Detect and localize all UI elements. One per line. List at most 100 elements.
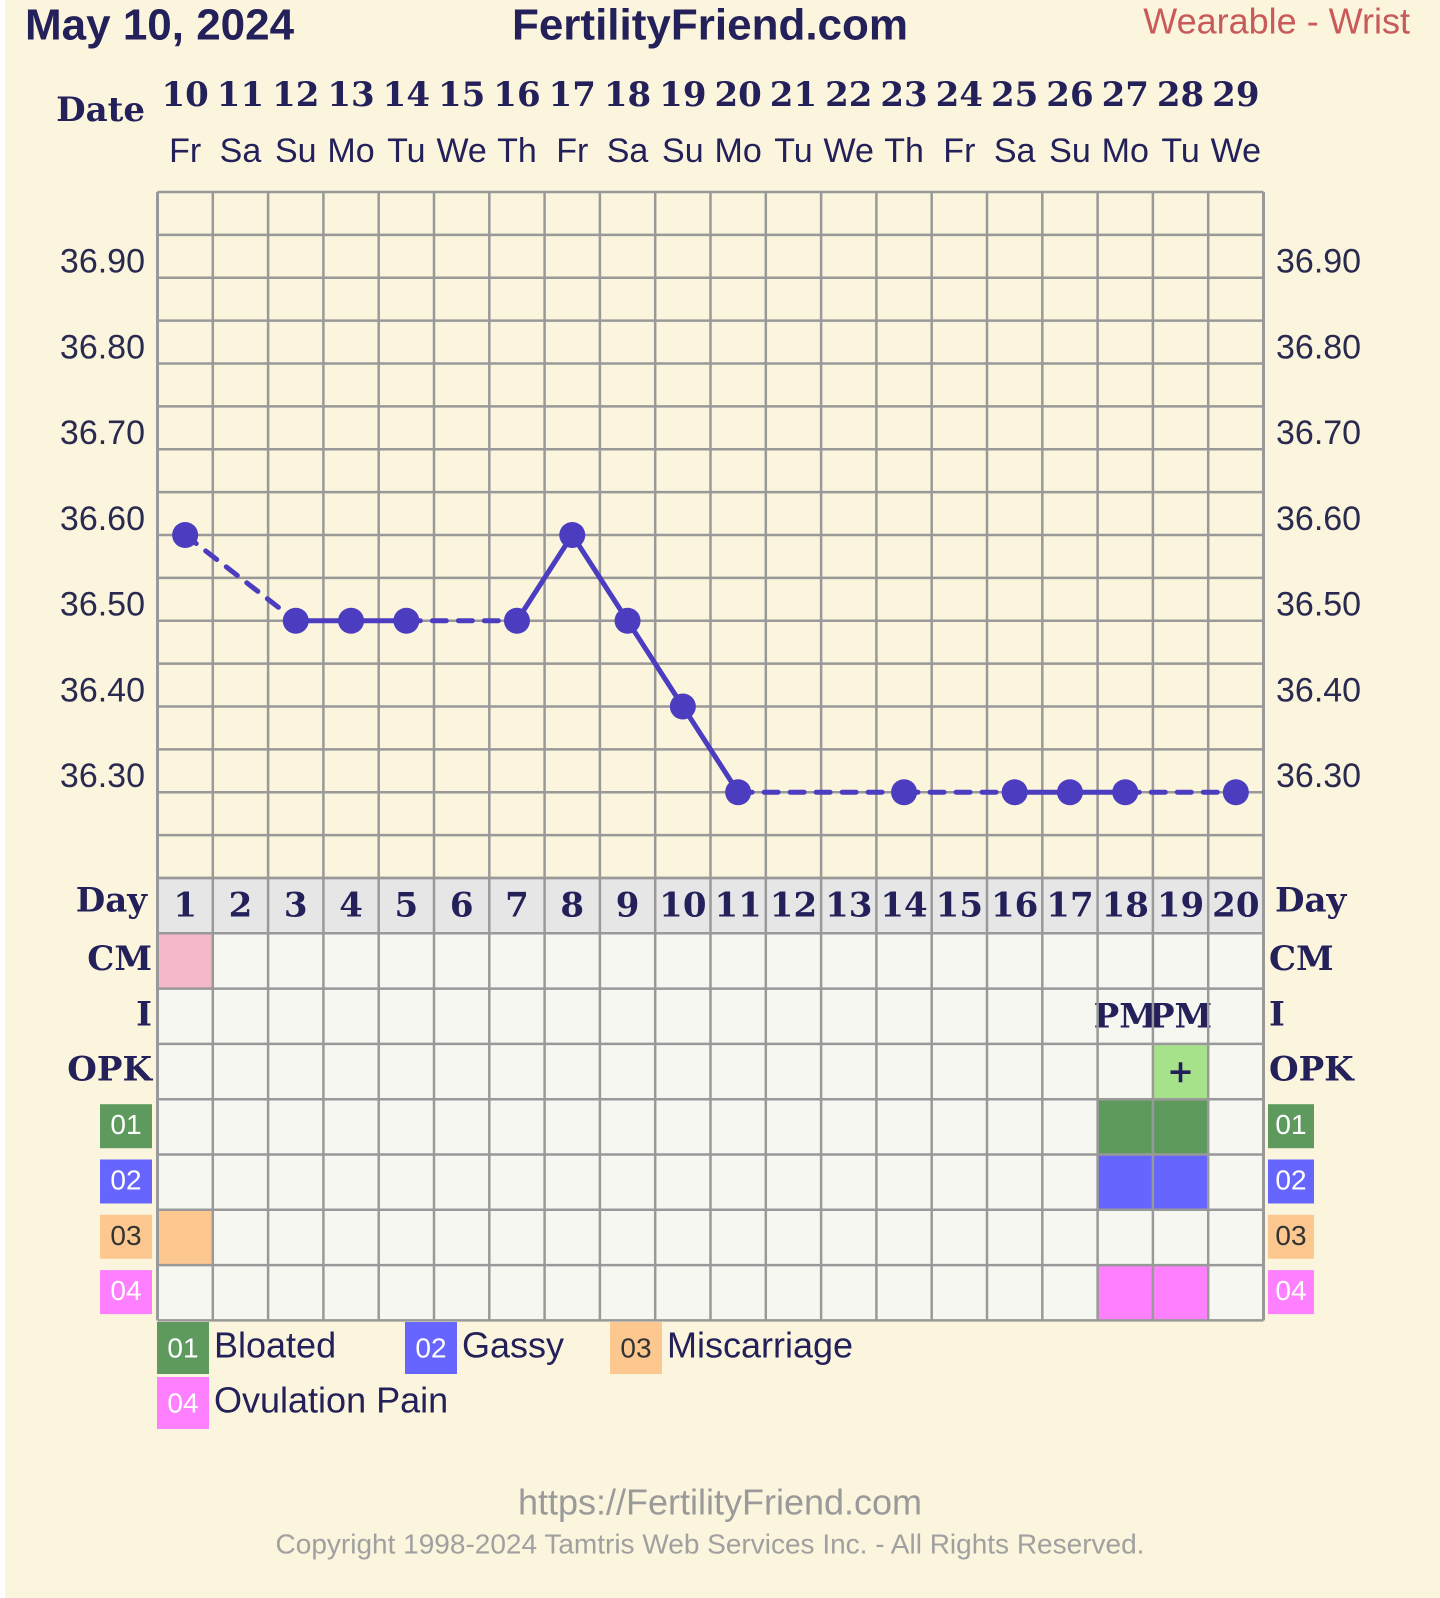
cell-text: PM bbox=[1149, 996, 1212, 1036]
legend-swatch bbox=[157, 1377, 209, 1429]
day-label-right: Day bbox=[1275, 881, 1348, 921]
row-label: I bbox=[136, 994, 152, 1034]
cell-text: PM bbox=[1094, 996, 1157, 1036]
code-box bbox=[100, 1214, 152, 1259]
date-number: 25 bbox=[991, 75, 1038, 115]
x-tick-label: 16 bbox=[991, 886, 1038, 926]
temp-point bbox=[614, 607, 641, 634]
date-number: 27 bbox=[1102, 75, 1149, 115]
weekday: Su bbox=[275, 132, 317, 170]
cell-fill bbox=[1152, 1099, 1209, 1155]
date-number: 17 bbox=[549, 75, 596, 115]
weekday: Fr bbox=[556, 132, 588, 170]
line-segment bbox=[569, 532, 631, 624]
legend-code: 02 bbox=[415, 1332, 446, 1363]
row-label: CM bbox=[87, 939, 152, 979]
cell-fill bbox=[157, 933, 213, 989]
x-tick-label: 10 bbox=[659, 886, 706, 926]
code-box bbox=[100, 1104, 152, 1149]
cell-fill bbox=[1097, 1099, 1153, 1155]
y-tick-label: 36.90 bbox=[60, 243, 145, 281]
weekday: We bbox=[1211, 132, 1261, 170]
temp-point bbox=[725, 779, 752, 806]
x-tick-label: 1 bbox=[173, 886, 197, 926]
weekday: Mo bbox=[715, 132, 762, 170]
x-tick-label: 13 bbox=[825, 886, 872, 926]
x-tick-label: 2 bbox=[229, 886, 253, 926]
x-tick-label: 6 bbox=[450, 886, 474, 926]
weekday: Sa bbox=[994, 132, 1036, 170]
weekday: Tu bbox=[387, 132, 425, 170]
weekday: Su bbox=[1049, 132, 1091, 170]
cell-fill bbox=[1097, 1265, 1153, 1321]
x-tick-label: 18 bbox=[1102, 886, 1149, 926]
y-tick-label: 36.80 bbox=[60, 328, 145, 366]
line-segment bbox=[680, 704, 741, 795]
legend-code: 04 bbox=[167, 1387, 198, 1418]
cell-text: + bbox=[1167, 1052, 1194, 1090]
footer-url: https://FertilityFriend.com bbox=[518, 1482, 922, 1523]
y-tick-label: 36.50 bbox=[60, 586, 145, 624]
code-box bbox=[100, 1159, 152, 1204]
row-code-right: 04 bbox=[1275, 1275, 1306, 1306]
y-tick-label-right: 36.40 bbox=[1276, 671, 1361, 709]
row-label-right: OPK bbox=[1269, 1050, 1355, 1090]
code-box-right bbox=[1268, 1270, 1314, 1315]
weekday: Tu bbox=[1161, 132, 1199, 170]
x-tick-label: 17 bbox=[1046, 886, 1093, 926]
y-tick-label-right: 36.90 bbox=[1276, 243, 1361, 281]
code-box-right bbox=[1268, 1104, 1314, 1149]
device-mode: Wearable - Wrist bbox=[1143, 1, 1410, 42]
temp-point bbox=[1056, 779, 1083, 806]
row-label: OPK bbox=[67, 1050, 153, 1090]
temp-point bbox=[1001, 779, 1028, 806]
date-number: 23 bbox=[880, 75, 927, 115]
y-tick-label: 36.30 bbox=[60, 757, 145, 795]
x-tick-label: 7 bbox=[505, 886, 529, 926]
temp-point bbox=[503, 607, 530, 634]
temp-point bbox=[1112, 779, 1139, 806]
code-box bbox=[100, 1270, 152, 1315]
date-number: 19 bbox=[659, 75, 706, 115]
date-number: 29 bbox=[1212, 75, 1259, 115]
left-edge bbox=[0, 0, 5, 1598]
row-code-right: 02 bbox=[1275, 1165, 1306, 1196]
temp-point bbox=[669, 693, 696, 720]
y-tick-label-right: 36.30 bbox=[1276, 757, 1361, 795]
date-number: 26 bbox=[1046, 75, 1093, 115]
x-tick-label: 8 bbox=[560, 886, 584, 926]
temp-point bbox=[393, 607, 420, 634]
y-tick-label-right: 36.80 bbox=[1276, 328, 1361, 366]
temp-point bbox=[891, 779, 918, 806]
weekday: Sa bbox=[607, 132, 649, 170]
weekday: Fr bbox=[169, 132, 201, 170]
weekday: Th bbox=[497, 132, 537, 170]
x-tick-label: 3 bbox=[284, 886, 308, 926]
cell-fill bbox=[1152, 1265, 1209, 1321]
legend-label: Gassy bbox=[462, 1325, 564, 1366]
weekday: We bbox=[824, 132, 874, 170]
date-number: 18 bbox=[604, 75, 651, 115]
row-code-right: 01 bbox=[1275, 1109, 1306, 1140]
date-number: 12 bbox=[272, 75, 319, 115]
x-tick-label: 14 bbox=[880, 886, 927, 926]
row-code: 03 bbox=[110, 1220, 141, 1251]
date-number: 22 bbox=[825, 75, 872, 115]
date-number: 15 bbox=[438, 75, 485, 115]
legend-swatch bbox=[610, 1322, 662, 1374]
x-tick-label: 19 bbox=[1157, 886, 1204, 926]
code-box-right bbox=[1268, 1214, 1314, 1259]
row-code: 02 bbox=[110, 1165, 141, 1196]
line-segment bbox=[514, 532, 575, 624]
legend-code: 01 bbox=[167, 1332, 198, 1363]
x-tick-label: 9 bbox=[616, 886, 640, 926]
y-tick-label-right: 36.70 bbox=[1276, 414, 1361, 452]
day-label: Day bbox=[76, 881, 149, 921]
x-tick-label: 12 bbox=[770, 886, 817, 926]
date-number: 16 bbox=[493, 75, 540, 115]
date-number: 20 bbox=[714, 75, 761, 115]
weekday: Mo bbox=[1102, 132, 1149, 170]
site-name: FertilityFriend.com bbox=[512, 1, 908, 50]
